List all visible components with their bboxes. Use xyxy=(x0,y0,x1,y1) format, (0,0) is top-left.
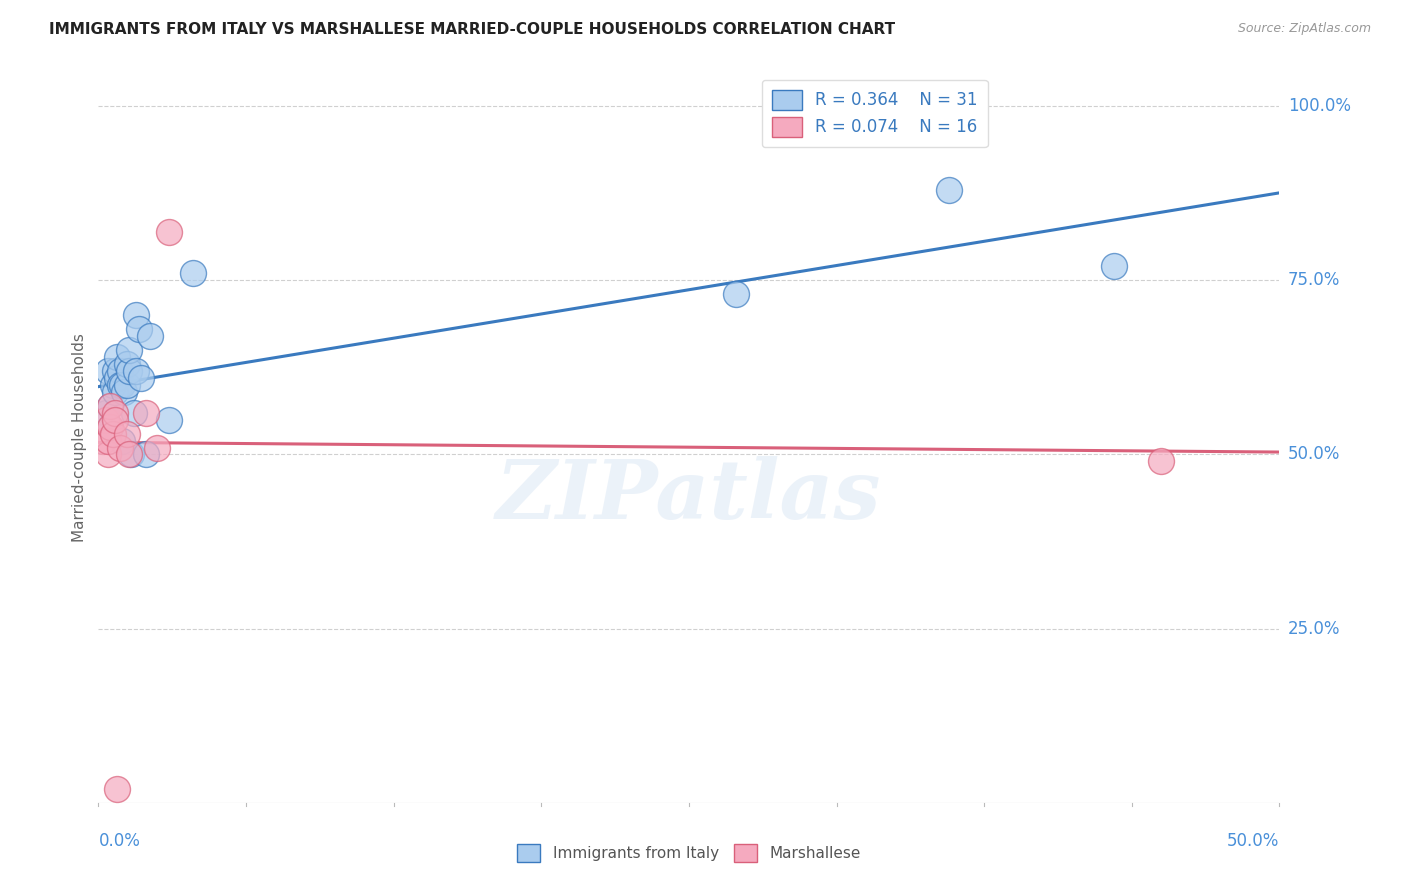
Point xyxy=(139,329,162,343)
Point xyxy=(94,406,117,420)
Point xyxy=(108,441,131,455)
Point xyxy=(125,308,148,322)
Point xyxy=(98,419,121,434)
Point xyxy=(97,448,120,462)
Point xyxy=(115,426,138,441)
Point xyxy=(104,364,127,378)
Point xyxy=(135,448,157,462)
Point xyxy=(181,266,204,280)
Point xyxy=(122,406,145,420)
Point xyxy=(97,434,120,448)
Point xyxy=(105,350,128,364)
Point xyxy=(91,434,114,448)
Point xyxy=(146,441,169,455)
Text: 100.0%: 100.0% xyxy=(1288,97,1351,115)
Point xyxy=(98,399,121,413)
Point xyxy=(121,448,143,462)
Point xyxy=(115,377,138,392)
Point xyxy=(157,225,180,239)
Point xyxy=(104,406,127,420)
Point xyxy=(125,364,148,378)
Point xyxy=(115,357,138,371)
Point xyxy=(725,287,748,301)
Point xyxy=(157,412,180,426)
Y-axis label: Married-couple Households: Married-couple Households xyxy=(72,333,87,541)
Text: 75.0%: 75.0% xyxy=(1288,271,1340,289)
Point xyxy=(118,343,141,357)
Point xyxy=(101,377,124,392)
Point xyxy=(112,384,135,399)
Point xyxy=(105,781,128,796)
Point xyxy=(129,371,152,385)
Legend: Immigrants from Italy, Marshallese: Immigrants from Italy, Marshallese xyxy=(512,838,866,868)
Point xyxy=(108,364,131,378)
Point xyxy=(105,371,128,385)
Point xyxy=(118,448,141,462)
Text: 50.0%: 50.0% xyxy=(1288,445,1340,464)
Point xyxy=(128,322,150,336)
Point xyxy=(111,377,134,392)
Point xyxy=(135,406,157,420)
Point xyxy=(97,364,120,378)
Point xyxy=(98,399,121,413)
Point xyxy=(118,364,141,378)
Point xyxy=(104,384,127,399)
Point xyxy=(111,434,134,448)
Point xyxy=(1102,260,1125,274)
Text: 0.0%: 0.0% xyxy=(98,832,141,850)
Point xyxy=(938,183,960,197)
Point xyxy=(101,426,124,441)
Text: IMMIGRANTS FROM ITALY VS MARSHALLESE MARRIED-COUPLE HOUSEHOLDS CORRELATION CHART: IMMIGRANTS FROM ITALY VS MARSHALLESE MAR… xyxy=(49,22,896,37)
Point xyxy=(104,412,127,426)
Point xyxy=(98,419,121,434)
Text: ZIPatlas: ZIPatlas xyxy=(496,456,882,535)
Point xyxy=(1150,454,1173,468)
Text: Source: ZipAtlas.com: Source: ZipAtlas.com xyxy=(1237,22,1371,36)
Text: 50.0%: 50.0% xyxy=(1227,832,1279,850)
Text: 25.0%: 25.0% xyxy=(1288,620,1340,638)
Point xyxy=(94,412,117,426)
Point xyxy=(108,377,131,392)
